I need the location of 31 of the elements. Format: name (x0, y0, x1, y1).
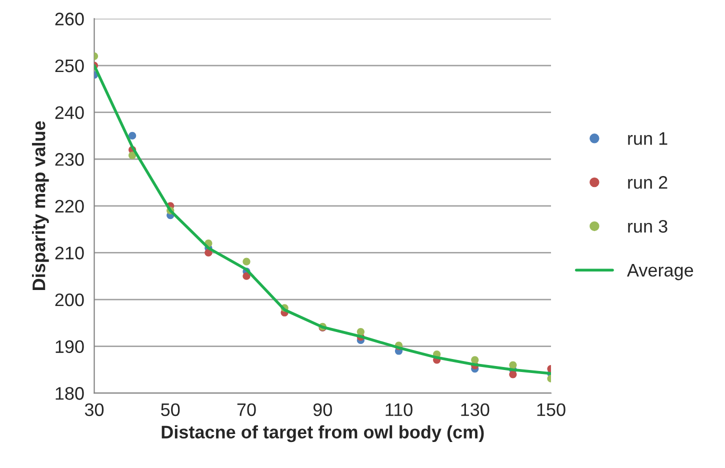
y-tick-label: 200 (55, 293, 84, 306)
y-tick-label: 250 (55, 59, 84, 72)
x-tick-label: 130 (461, 403, 490, 416)
point (242, 272, 250, 280)
x-tick-label: 90 (313, 403, 332, 416)
y-tick-label: 190 (56, 340, 84, 354)
x-tick-label: 30 (84, 403, 104, 416)
y-tick-label: 240 (55, 106, 84, 120)
y-tick-label: 180 (56, 387, 84, 400)
point (471, 356, 479, 364)
point (242, 258, 250, 266)
point (509, 370, 517, 378)
point (128, 152, 136, 160)
point (204, 248, 212, 257)
y-tick-label: 210 (55, 246, 84, 260)
y-tick-label: 260 (55, 12, 84, 26)
y-tick-label: 220 (55, 200, 84, 213)
x-tick-label: 50 (161, 403, 180, 416)
legend-label: run 1 (628, 132, 668, 145)
x-tick-label: 110 (386, 403, 412, 416)
point (356, 328, 364, 336)
legend-label: run 3 (628, 220, 668, 233)
x-tick-label: 150 (537, 403, 566, 416)
legend-label: Average (626, 264, 694, 280)
y-tick-label: 230 (55, 153, 84, 166)
x-axis-title: Distacne of target from owl body (cm) (162, 425, 484, 442)
x-tick-label: 70 (237, 403, 256, 416)
point (128, 132, 136, 140)
point (509, 361, 517, 369)
legend-label: run 2 (628, 176, 668, 189)
y-axis-title: Disparity map value (32, 121, 49, 290)
